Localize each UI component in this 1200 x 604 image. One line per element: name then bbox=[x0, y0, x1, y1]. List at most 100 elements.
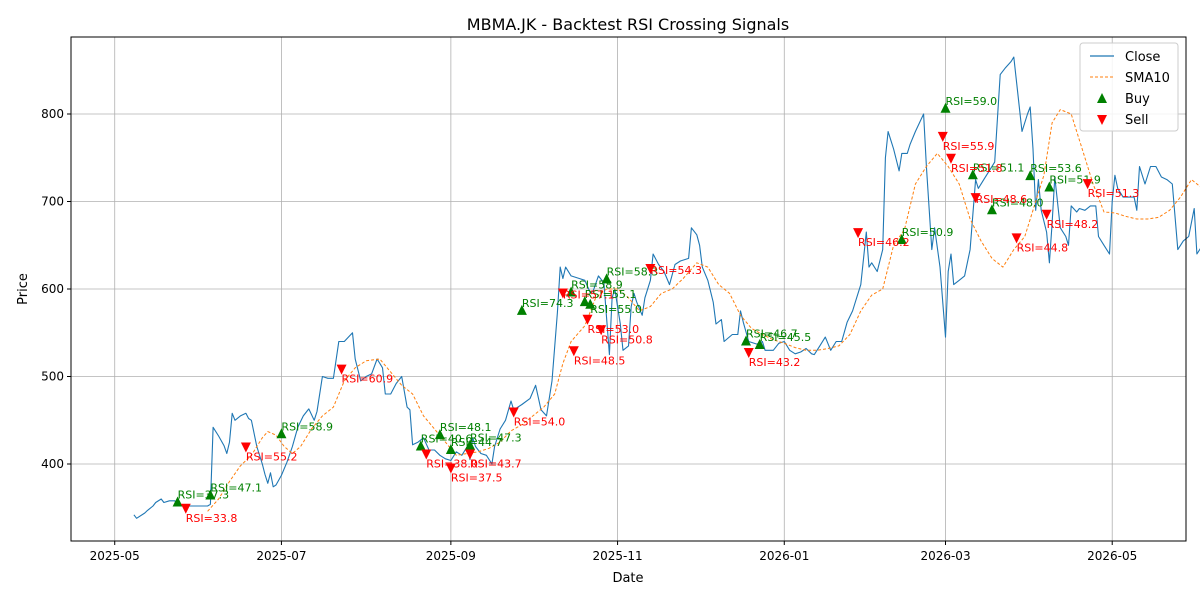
sell-signal-marker bbox=[1082, 179, 1093, 190]
x-axis-label: Date bbox=[612, 571, 643, 586]
sell-signal-marker bbox=[445, 463, 456, 474]
buy-signal-marker bbox=[276, 428, 287, 439]
x-tick-label: 2025-09 bbox=[426, 549, 476, 563]
sell-signal-marker bbox=[937, 131, 948, 142]
sell-signal-marker bbox=[557, 288, 568, 299]
buy-signal-label: RSI=58.3 bbox=[607, 265, 659, 278]
buy-signal-label: RSI=53.6 bbox=[1030, 162, 1082, 175]
sell-signal-marker bbox=[945, 153, 956, 164]
sell-signal-label: RSI=51.3 bbox=[1088, 187, 1140, 200]
buy-signal-label: RSI=48.0 bbox=[992, 196, 1044, 209]
buy-signal-marker bbox=[566, 286, 577, 297]
close-price-line bbox=[133, 56, 1200, 519]
buy-signal-label: RSI=46.7 bbox=[746, 328, 798, 341]
buy-signal-label: RSI=55.0 bbox=[590, 303, 642, 316]
y-tick-label: 700 bbox=[41, 195, 64, 209]
sell-signal-label: RSI=48.5 bbox=[574, 354, 626, 367]
buy-signal-marker bbox=[464, 439, 475, 450]
sell-signal-marker bbox=[1011, 233, 1022, 244]
sell-signal-marker bbox=[336, 364, 347, 375]
sell-signal-label: RSI=44.8 bbox=[1017, 241, 1069, 254]
sell-signal-marker bbox=[464, 449, 475, 460]
sell-signal-label: RSI=43.2 bbox=[749, 356, 801, 369]
legend-box bbox=[1079, 42, 1179, 132]
buy-signal-label: RSI=51.1 bbox=[973, 161, 1025, 174]
buy-signal-label: RSI=48.1 bbox=[440, 421, 492, 434]
sell-signal-marker bbox=[568, 346, 579, 357]
buy-signal-label: RSI=47.1 bbox=[210, 482, 262, 495]
buy-signal-marker bbox=[1025, 170, 1036, 181]
buy-signal-marker bbox=[415, 440, 426, 451]
sell-signal-label: RSI=48.6 bbox=[976, 193, 1028, 206]
buy-signal-label: RSI=45.5 bbox=[760, 331, 812, 344]
sma10-line bbox=[207, 109, 1200, 512]
sell-signal-marker bbox=[853, 228, 864, 239]
x-tick-label: 2025-05 bbox=[90, 549, 140, 563]
buy-signal-marker bbox=[445, 444, 456, 454]
grid-lines bbox=[71, 37, 1186, 541]
x-tick-label: 2025-07 bbox=[256, 549, 306, 563]
x-tick-label: 2025-11 bbox=[592, 549, 642, 563]
legend-buy-label: Buy bbox=[1125, 92, 1150, 107]
legend-close-label: Close bbox=[1125, 50, 1160, 65]
y-tick-label: 500 bbox=[41, 370, 64, 384]
sell-signal-label: RSI=50.8 bbox=[601, 333, 653, 346]
legend: Close SMA10 Buy Sell bbox=[1079, 42, 1179, 132]
y-tick-label: 600 bbox=[41, 282, 64, 296]
legend-buy-marker bbox=[1097, 93, 1107, 103]
buy-signal-label: RSI=55.1 bbox=[585, 288, 637, 301]
sell-signal-marker bbox=[582, 314, 593, 325]
buy-signal-marker bbox=[754, 339, 765, 349]
sell-signal-marker bbox=[743, 348, 754, 358]
sell-signal-marker bbox=[240, 442, 251, 453]
buy-signal-label: RSI=50.9 bbox=[902, 226, 954, 239]
x-tick-label: 2026-01 bbox=[759, 549, 809, 563]
buy-signal-marker bbox=[585, 298, 596, 309]
sell-signal-marker bbox=[180, 503, 191, 514]
buy-signal-marker bbox=[986, 204, 997, 215]
buy-signal-label: RSI=58.9 bbox=[281, 420, 333, 433]
buy-signal-marker bbox=[741, 335, 752, 346]
sell-signal-label: RSI=55.9 bbox=[943, 140, 995, 153]
buy-signal-marker bbox=[579, 296, 590, 307]
buy-signal-label: RSI=47.3 bbox=[470, 432, 522, 445]
buy-signal-label: RSI=40.6 bbox=[421, 433, 473, 446]
buy-signal-marker bbox=[172, 496, 183, 507]
x-tick-label: 2026-05 bbox=[1087, 549, 1137, 563]
sell-signal-marker bbox=[421, 449, 432, 460]
series-layer bbox=[133, 56, 1200, 519]
legend-sell-marker bbox=[1097, 115, 1107, 125]
sell-signal-marker bbox=[645, 264, 656, 274]
y-tick-label: 800 bbox=[41, 107, 64, 121]
sell-signal-label: RSI=48.2 bbox=[1047, 218, 1099, 231]
y-axis-label: Price bbox=[16, 273, 31, 305]
x-tick-label: 2026-03 bbox=[920, 549, 970, 563]
sell-signal-marker bbox=[970, 193, 981, 204]
buy-signal-label: RSI=74.3 bbox=[522, 297, 574, 310]
sell-signal-label: RSI=60.9 bbox=[342, 373, 394, 386]
sell-signal-label: RSI=51.8 bbox=[951, 162, 1003, 175]
legend-sell-label: Sell bbox=[1125, 113, 1148, 128]
sell-signal-label: RSI=46.2 bbox=[858, 236, 910, 249]
buy-signal-marker bbox=[940, 102, 951, 113]
buy-signal-marker bbox=[434, 429, 445, 440]
buy-signal-label: RSI=37.3 bbox=[178, 489, 230, 502]
buy-signal-marker bbox=[1044, 181, 1055, 192]
buy-signal-label: RSI=44.7 bbox=[451, 436, 503, 449]
x-axis-ticks: 2025-05 2025-07 2025-09 2025-11 2026-01 2026-… bbox=[90, 541, 1137, 563]
buy-signal-marker bbox=[601, 273, 612, 284]
sell-signal-label: RSI=43.7 bbox=[470, 458, 522, 471]
buy-signal-label: RSI=59.0 bbox=[946, 95, 998, 108]
buy-signal-marker bbox=[516, 304, 527, 315]
sell-signal-marker bbox=[1041, 209, 1052, 220]
buy-signal-marker bbox=[967, 169, 978, 180]
sell-signal-marker bbox=[508, 407, 519, 418]
sell-signal-label: RSI=37.5 bbox=[451, 472, 503, 485]
sell-signal-label: RSI=55.2 bbox=[246, 451, 298, 464]
sell-signal-label: RSI=54.0 bbox=[514, 416, 566, 429]
y-axis-ticks: 400 500 600 700 800 bbox=[41, 107, 71, 471]
chart-title: MBMA.JK - Backtest RSI Crossing Signals bbox=[467, 15, 789, 34]
